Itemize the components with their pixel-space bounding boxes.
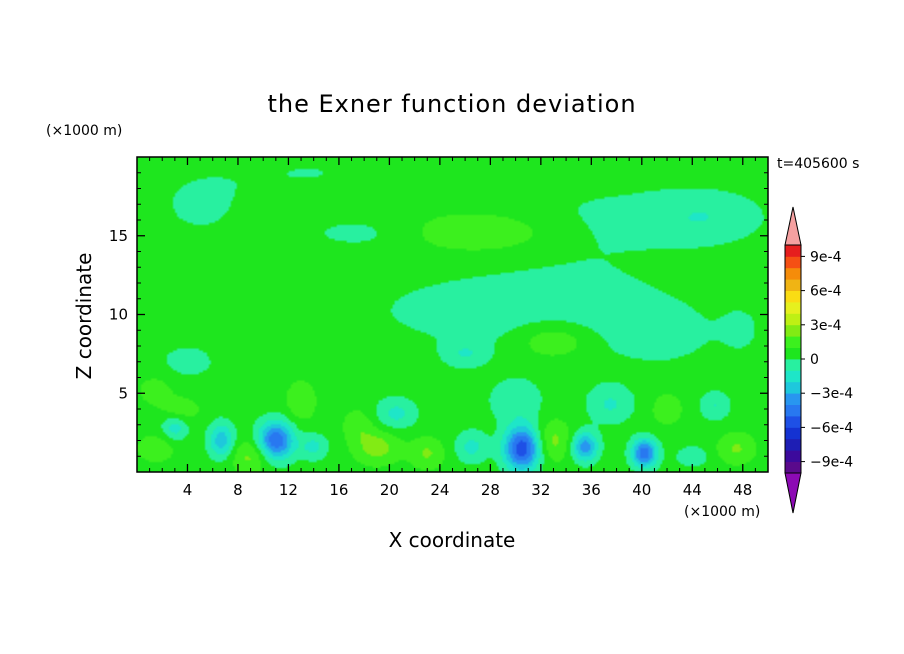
- colorbar-tick-label: 6e-4: [810, 284, 842, 300]
- colorbar: 9e-4 6e-4 3e-4 0 −3e-4 −6e-4 −9e-4: [784, 206, 853, 514]
- colorbar-swatch: [785, 313, 801, 326]
- colorbar-swatch: [785, 256, 801, 269]
- x-tick-label: 32: [531, 481, 550, 499]
- contour-plot-area: [136, 156, 769, 473]
- chart-title: the Exner function deviation: [267, 90, 636, 118]
- colorbar-tick-label: −9e-4: [810, 455, 853, 471]
- x-unit-label: (×1000 m): [684, 504, 760, 520]
- colorbar-swatch: [785, 438, 801, 451]
- colorbar-swatch: [785, 302, 801, 314]
- colorbar-swatch: [785, 416, 801, 428]
- colorbar-swatch: [785, 450, 801, 462]
- x-tick-label: 8: [233, 481, 243, 499]
- colorbar-swatch: [785, 427, 801, 440]
- colorbar-under-triangle: [784, 472, 802, 514]
- x-tick-label: 36: [582, 481, 601, 499]
- colorbar-swatch: [785, 267, 801, 280]
- x-tick-label: 40: [632, 481, 651, 499]
- colorbar-swatch: [785, 347, 801, 360]
- x-tick-label: 44: [683, 481, 702, 499]
- x-tick-label: 4: [183, 481, 193, 499]
- colorbar-swatch: [785, 290, 801, 303]
- colorbar-swatch: [785, 279, 801, 291]
- x-tick-label: 48: [733, 481, 752, 499]
- colorbar-swatch: [785, 381, 801, 394]
- colorbar-swatch: [785, 359, 801, 371]
- y-axis-label: Z coordinate: [72, 253, 96, 380]
- x-tick-label: 20: [380, 481, 399, 499]
- y-unit-label: (×1000 m): [46, 123, 122, 139]
- colorbar-tick-label: −3e-4: [810, 386, 853, 402]
- colorbar-swatch: [785, 336, 801, 348]
- colorbar-swatch: [785, 324, 801, 337]
- x-tick-label: 12: [279, 481, 298, 499]
- colorbar-tick-label: 0: [810, 352, 819, 368]
- y-tick-label: 15: [109, 227, 128, 245]
- colorbar-tick-label: 9e-4: [810, 249, 842, 265]
- time-label: t=405600 s: [777, 156, 859, 172]
- contour-field: [137, 157, 768, 472]
- colorbar-swatch: [785, 461, 801, 474]
- colorbar-swatch: [785, 393, 801, 405]
- y-axis: 5 10 15: [109, 172, 768, 457]
- x-tick-label: 28: [481, 481, 500, 499]
- x-axis: 4 8 12 16 20 24 28 32 36 40 44 48: [149, 157, 756, 499]
- colorbar-swatch: [785, 370, 801, 383]
- x-tick-label: 16: [329, 481, 348, 499]
- colorbar-tick-label: −6e-4: [810, 420, 853, 436]
- colorbar-over-triangle: [784, 206, 802, 246]
- x-axis-label: X coordinate: [389, 528, 516, 552]
- colorbar-tick-label: 3e-4: [810, 318, 842, 334]
- y-tick-label: 5: [118, 384, 128, 402]
- y-tick-label: 10: [109, 306, 128, 324]
- colorbar-swatch: [785, 404, 801, 417]
- x-tick-label: 24: [430, 481, 449, 499]
- colorbar-swatch: [785, 245, 801, 257]
